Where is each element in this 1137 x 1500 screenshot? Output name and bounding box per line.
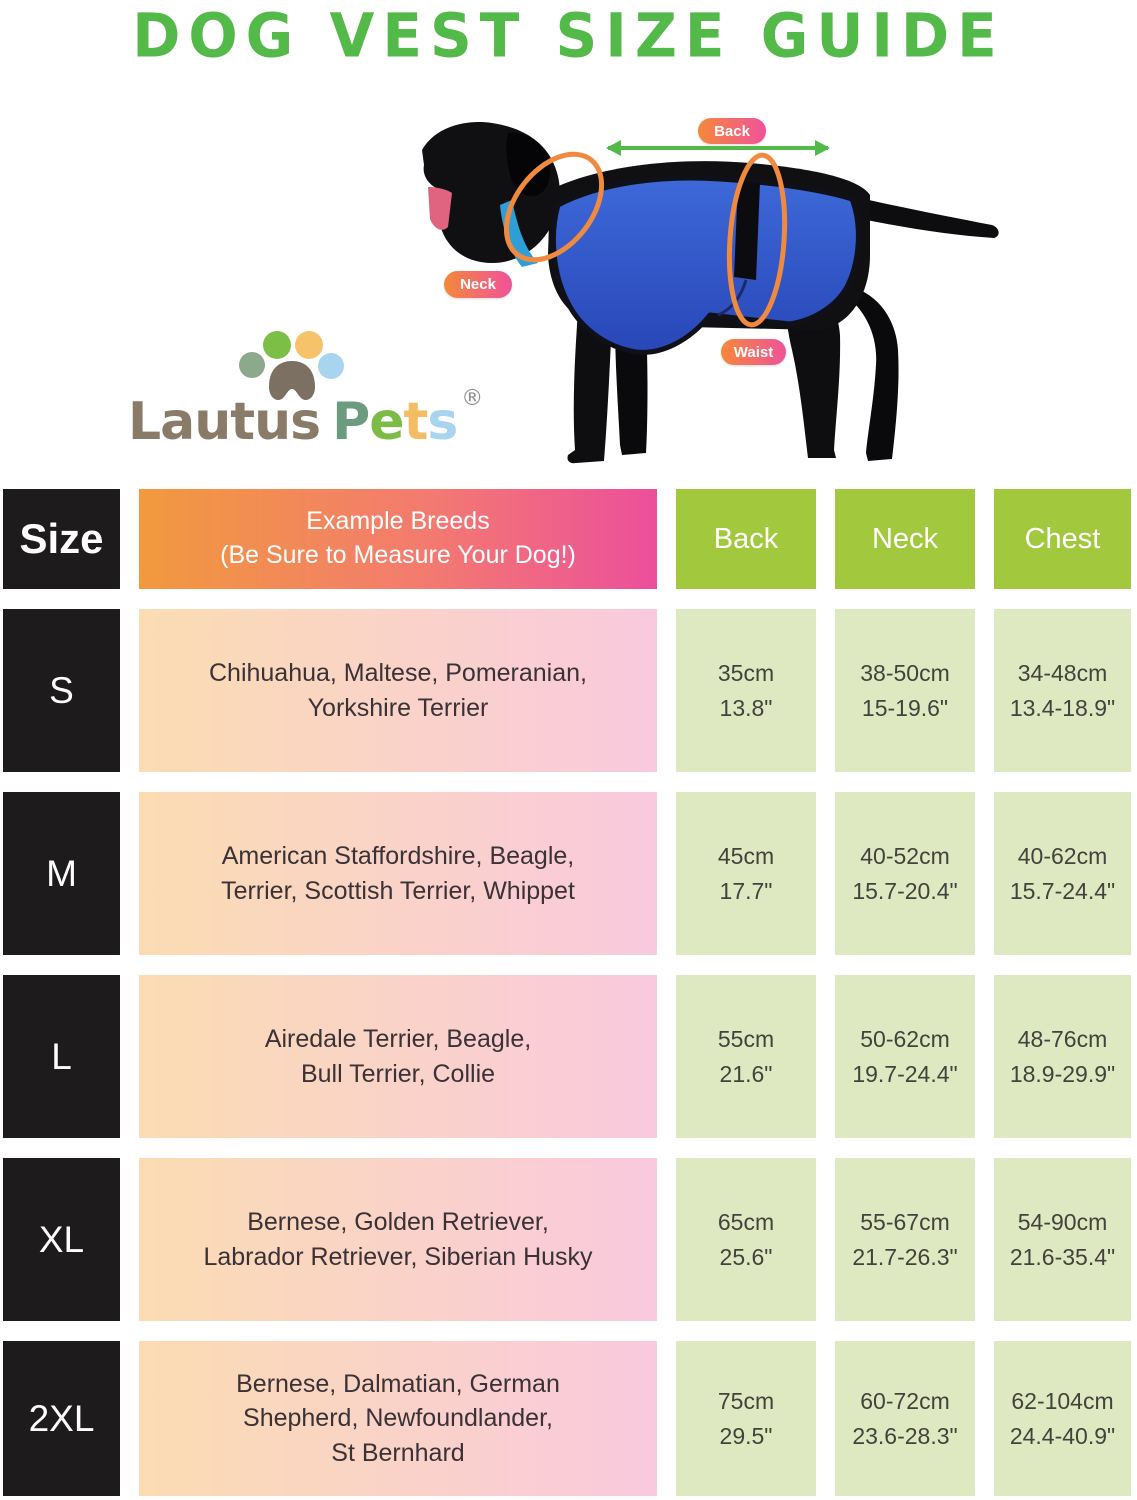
back-cell-s: 35cm 13.8" xyxy=(676,609,816,772)
chest-cell-m: 40-62cm 15.7-24.4" xyxy=(994,792,1131,955)
back-cell-m: 45cm 17.7" xyxy=(676,792,816,955)
size-cell-xl: XL xyxy=(3,1158,120,1321)
size-table: Size Example Breeds (Be Sure to Measure … xyxy=(3,489,1134,1496)
dog-front-leg xyxy=(567,310,612,464)
page-title: DOG VEST SIZE GUIDE xyxy=(132,0,1005,72)
neck-measure-ellipse-icon xyxy=(503,151,605,263)
dog-tail xyxy=(852,197,999,238)
neck-cell-xl: 55-67cm 21.7-26.3" xyxy=(835,1158,975,1321)
dog-far-hind-leg xyxy=(845,291,899,461)
logo-word-lautus: Lautus xyxy=(128,392,321,452)
back-label-pill: Back xyxy=(698,118,766,144)
paw-icon xyxy=(239,331,344,401)
waist-measure-ellipse-icon xyxy=(726,152,788,328)
dog-photo xyxy=(422,122,999,464)
registered-mark: ® xyxy=(461,386,484,411)
breeds-cell-l: Airedale Terrier, Beagle, Bull Terrier, … xyxy=(139,975,657,1138)
chest-cell-l: 48-76cm 18.9-29.9" xyxy=(994,975,1131,1138)
dog-ear xyxy=(506,132,551,197)
back-cell-2xl: 75cm 29.5" xyxy=(676,1341,816,1496)
column-header-back: Back xyxy=(676,489,816,589)
chest-cell-xl: 54-90cm 21.6-35.4" xyxy=(994,1158,1131,1321)
neck-label-pill: Neck xyxy=(444,271,512,298)
breeds-cell-m: American Staffordshire, Beagle, Terrier,… xyxy=(139,792,657,955)
size-cell-l: L xyxy=(3,975,120,1138)
column-header-neck: Neck xyxy=(835,489,975,589)
breeds-cell-xl: Bernese, Golden Retriever, Labrador Retr… xyxy=(139,1158,657,1321)
back-cell-xl: 65cm 25.6" xyxy=(676,1158,816,1321)
column-header-chest: Chest xyxy=(994,489,1131,589)
back-cell-l: 55cm 21.6" xyxy=(676,975,816,1138)
back-measure-arrow-icon xyxy=(606,140,830,156)
column-header-size: Size xyxy=(3,489,120,589)
size-cell-2xl: 2XL xyxy=(3,1341,120,1496)
chest-cell-s: 34-48cm 13.4-18.9" xyxy=(994,609,1131,772)
column-header-breeds: Example Breeds (Be Sure to Measure Your … xyxy=(139,489,657,589)
dog-tongue xyxy=(428,187,452,230)
neck-cell-m: 40-52cm 15.7-20.4" xyxy=(835,792,975,955)
breeds-cell-s: Chihuahua, Maltese, Pomeranian, Yorkshir… xyxy=(139,609,657,772)
size-cell-m: M xyxy=(3,792,120,955)
vest-strap xyxy=(734,181,760,280)
neck-cell-l: 50-62cm 19.7-24.4" xyxy=(835,975,975,1138)
neck-cell-s: 38-50cm 15-19.6" xyxy=(835,609,975,772)
size-cell-s: S xyxy=(3,609,120,772)
waist-label-pill: Waist xyxy=(721,339,786,365)
neck-cell-2xl: 60-72cm 23.6-28.3" xyxy=(835,1341,975,1496)
breeds-cell-2xl: Bernese, Dalmatian, German Shepherd, New… xyxy=(139,1341,657,1496)
chest-cell-2xl: 62-104cm 24.4-40.9" xyxy=(994,1341,1131,1496)
